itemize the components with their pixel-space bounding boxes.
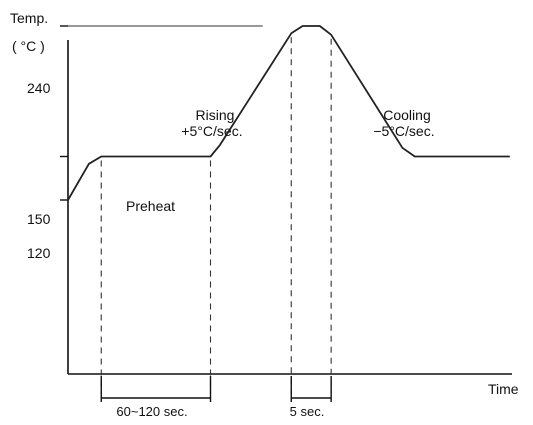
cooling-label: Cooling bbox=[383, 107, 430, 123]
y-tick-label-240: 240 bbox=[27, 80, 51, 96]
rising-rate-label: +5°C/sec. bbox=[181, 123, 242, 139]
y-tick-label-120: 120 bbox=[27, 245, 51, 261]
cooling-rate-label: −5°C/sec. bbox=[373, 123, 434, 139]
y-axis-label: Temp. bbox=[10, 10, 48, 26]
preheat-label: Preheat bbox=[126, 198, 175, 214]
rising-label: Rising bbox=[196, 107, 235, 123]
peak-duration-label: 5 sec. bbox=[290, 404, 325, 419]
preheat-duration-label: 60~120 sec. bbox=[116, 404, 187, 419]
x-axis-label: Time bbox=[488, 381, 519, 397]
y-tick-label-150: 150 bbox=[27, 211, 51, 227]
y-axis-unit: ( °C ) bbox=[12, 38, 45, 54]
temperature-profile-line bbox=[67, 25, 510, 201]
